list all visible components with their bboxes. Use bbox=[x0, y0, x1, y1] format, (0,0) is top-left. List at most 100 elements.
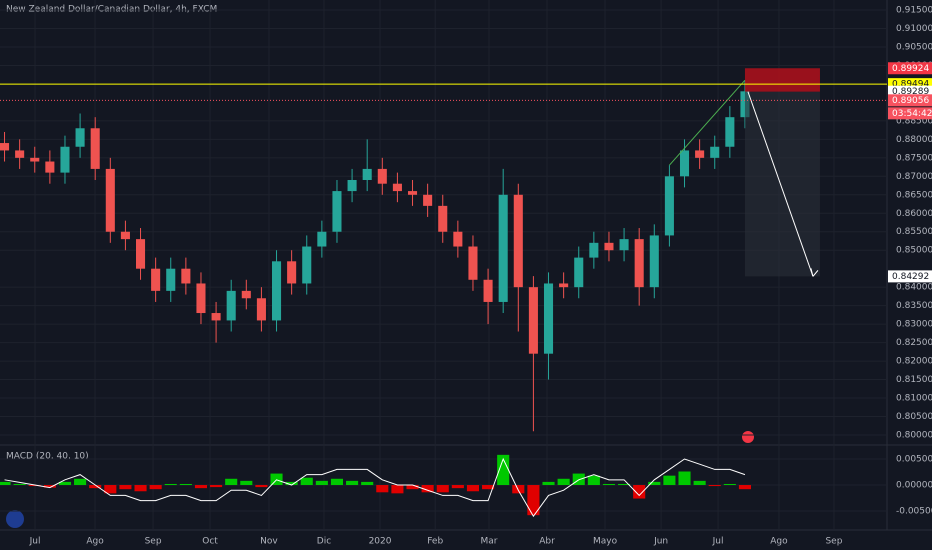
candle-body bbox=[574, 257, 584, 288]
arrow-head bbox=[810, 268, 819, 277]
x-tick-label: Oct bbox=[202, 537, 218, 547]
histogram-bar bbox=[421, 485, 434, 493]
candle-body bbox=[453, 231, 463, 247]
candle-body bbox=[302, 246, 312, 284]
histogram-bar bbox=[723, 483, 736, 486]
histogram-bar bbox=[738, 485, 752, 490]
histogram-bar bbox=[406, 485, 419, 490]
logo[interactable] bbox=[6, 510, 24, 528]
y-tick-label: 0.83000 bbox=[896, 320, 932, 330]
stop-zone bbox=[744, 68, 820, 92]
candle-body bbox=[438, 205, 448, 232]
x-tick-label: Feb bbox=[427, 537, 443, 547]
histogram-bar bbox=[43, 485, 56, 488]
x-tick-label: Ago bbox=[86, 537, 104, 547]
candle-body bbox=[604, 242, 614, 251]
histogram-bar bbox=[89, 485, 102, 489]
candle-body bbox=[513, 194, 523, 288]
histogram-bar bbox=[300, 477, 313, 486]
y-tick-label: 0.86500 bbox=[896, 190, 932, 200]
candle-body bbox=[120, 231, 130, 240]
histogram-bar bbox=[285, 481, 298, 486]
candle-body bbox=[407, 191, 418, 195]
candle-body bbox=[483, 279, 493, 302]
histogram-bar bbox=[391, 485, 404, 494]
candle-body bbox=[241, 290, 251, 299]
histogram-bar bbox=[451, 485, 464, 489]
x-tick-label: 2020 bbox=[369, 537, 392, 547]
x-tick-label: Sep bbox=[825, 537, 842, 547]
candle-body bbox=[498, 194, 508, 302]
candle-body bbox=[347, 180, 357, 192]
y-tick-label: 0.00500 bbox=[896, 455, 932, 465]
histogram-bar bbox=[149, 485, 162, 490]
y-tick-label: 0.85000 bbox=[896, 246, 932, 256]
candle-body bbox=[30, 157, 40, 162]
x-tick-label: Abr bbox=[539, 537, 555, 547]
candle-body bbox=[75, 128, 85, 147]
y-tick-label: 0.82500 bbox=[896, 338, 932, 348]
projection-arrow bbox=[747, 91, 814, 277]
y-tick-label: 0.86000 bbox=[896, 209, 932, 219]
candle-body bbox=[468, 246, 478, 280]
histogram-bar bbox=[466, 485, 480, 492]
histogram-bar bbox=[693, 480, 706, 486]
histogram-bar bbox=[13, 483, 26, 486]
price-label: 0.89056 bbox=[892, 96, 929, 106]
histogram-bar bbox=[330, 478, 344, 486]
x-tick-label: Jul bbox=[29, 537, 41, 547]
histogram-bar bbox=[119, 485, 132, 490]
candle-body bbox=[287, 261, 297, 284]
candle-body bbox=[181, 268, 191, 284]
candle-body bbox=[589, 242, 599, 258]
y-tick-label: 0.82000 bbox=[896, 357, 932, 367]
candle-body bbox=[710, 146, 720, 158]
candle-body bbox=[362, 168, 372, 181]
candle-body bbox=[256, 298, 266, 321]
price-label: 0.89289 bbox=[892, 87, 929, 97]
candle-body bbox=[90, 128, 100, 169]
histogram-bar bbox=[633, 485, 646, 499]
target-zone bbox=[744, 91, 820, 277]
price-label-bg bbox=[888, 270, 932, 283]
histogram-bar bbox=[376, 485, 389, 493]
candle-body bbox=[211, 313, 221, 321]
x-tick-label: Mar bbox=[480, 537, 497, 547]
price-label: 0.89924 bbox=[892, 64, 929, 74]
event-icon[interactable] bbox=[742, 431, 754, 443]
candle-body bbox=[528, 287, 538, 354]
candle-body bbox=[649, 235, 659, 288]
y-tick-label: 0.84000 bbox=[896, 283, 932, 293]
y-tick-label: 0.91000 bbox=[896, 24, 932, 34]
y-tick-label: 0.90500 bbox=[896, 42, 932, 52]
y-tick-label: 0.80500 bbox=[896, 412, 932, 422]
x-tick-label: Jul bbox=[712, 537, 724, 547]
y-tick-label: 0.83500 bbox=[896, 301, 932, 311]
price-label: 0.89494 bbox=[892, 80, 929, 90]
candle-body bbox=[196, 283, 206, 314]
candle-body bbox=[634, 239, 644, 288]
histogram-bar bbox=[240, 480, 253, 486]
candle-body bbox=[166, 268, 176, 291]
x-tick-label: Nov bbox=[260, 537, 278, 547]
x-tick-label: Jun bbox=[653, 537, 668, 547]
macd-line bbox=[4, 457, 746, 518]
histogram-bar bbox=[527, 485, 540, 516]
y-tick-label: 0.91500 bbox=[896, 6, 932, 16]
histogram-bar bbox=[542, 481, 555, 486]
histogram-bar bbox=[708, 485, 721, 487]
price-label-bg bbox=[888, 62, 932, 75]
candle-body bbox=[15, 150, 25, 158]
chart-title: New Zealand Dollar/Canadian Dollar, 4h, … bbox=[6, 5, 217, 15]
y-tick-label: 0.81500 bbox=[896, 375, 932, 385]
histogram-bar bbox=[179, 483, 192, 486]
y-tick-label: 0.88500 bbox=[896, 116, 932, 126]
x-tick-label: Sep bbox=[145, 537, 162, 547]
candle-body bbox=[423, 194, 433, 206]
histogram-bar bbox=[482, 485, 495, 490]
histogram-bar bbox=[28, 485, 41, 487]
candle-body bbox=[619, 239, 629, 251]
y-tick-label: 0.00000 bbox=[896, 481, 932, 491]
candle-body bbox=[151, 268, 161, 291]
histogram-bar bbox=[361, 481, 374, 486]
